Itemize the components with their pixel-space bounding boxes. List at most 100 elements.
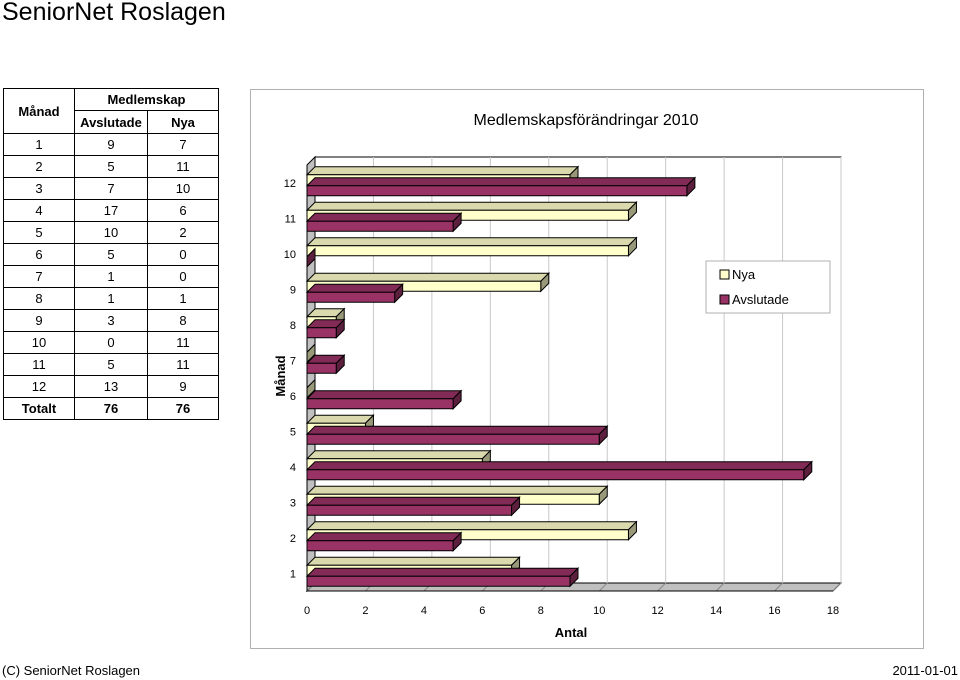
table-row: 3 7 10 xyxy=(3,177,219,200)
chart-legend: Nya Avslutade xyxy=(705,260,831,314)
bar-top-face xyxy=(305,237,638,247)
y-tick-label: 10 xyxy=(284,249,296,261)
bar-top-face xyxy=(305,201,638,211)
bar-top-face xyxy=(305,532,463,542)
floor-grid-line xyxy=(598,582,608,592)
legend-swatch-avslutade xyxy=(719,294,730,305)
nya-cell: 6 xyxy=(147,199,219,222)
nya-cell: 11 xyxy=(147,353,219,376)
bar-top-face xyxy=(305,166,580,176)
x-tick-label: 18 xyxy=(827,605,839,617)
bar-top-face xyxy=(305,567,580,577)
bar-top-face xyxy=(305,212,463,222)
y-tick-label: 11 xyxy=(285,213,296,225)
table-body: 1 9 7 2 5 11 3 7 10 4 17 6 5 10 2 6 5 0 7 1 0 8 1 1 9 3 8 10 0 11 11 5 1… xyxy=(3,133,219,398)
bar-front-face xyxy=(306,540,454,552)
x-tick-label: 16 xyxy=(768,605,780,617)
bar-avslutade-5 xyxy=(305,425,609,446)
nya-cell: 1 xyxy=(147,287,219,310)
avslutade-cell: 0 xyxy=(74,331,148,354)
month-cell: 1 xyxy=(3,133,75,156)
table-total-row: Totalt 76 76 xyxy=(3,397,219,420)
avslutade-header: Avslutade xyxy=(74,110,148,134)
bar-front-face xyxy=(306,469,805,481)
nya-cell: 8 xyxy=(147,309,219,332)
membership-group-header: Medlemskap xyxy=(74,88,219,111)
total-nya: 76 xyxy=(147,397,219,420)
bar-avslutade-2 xyxy=(305,531,463,552)
month-cell: 4 xyxy=(3,199,75,222)
bar-nya-9 xyxy=(305,272,550,293)
floor-grid-line xyxy=(657,582,667,592)
avslutade-cell: 17 xyxy=(74,199,148,222)
x-tick-label: 10 xyxy=(593,605,605,617)
bar-top-face xyxy=(305,461,813,471)
table-row: 2 5 11 xyxy=(3,155,219,178)
x-tick-label: 8 xyxy=(538,605,544,617)
x-tick-label: 12 xyxy=(652,605,664,617)
y-tick-label: 1 xyxy=(290,568,296,580)
bar-avslutade-11 xyxy=(305,212,463,233)
nya-cell: 2 xyxy=(147,221,219,244)
table-subheader-row: Avslutade Nya xyxy=(4,110,219,134)
avslutade-cell: 5 xyxy=(74,353,148,376)
total-avslutade: 76 xyxy=(74,397,148,420)
y-tick-label: 8 xyxy=(290,320,296,332)
table-header-row: Månad Medlemskap xyxy=(3,88,219,134)
y-tick-label: 12 xyxy=(284,178,296,190)
month-header: Månad xyxy=(3,88,75,134)
x-tick-label: 4 xyxy=(421,605,427,617)
month-cell: 3 xyxy=(3,177,75,200)
bar-top-face xyxy=(305,425,609,435)
bar-top-face xyxy=(305,521,638,531)
nya-header: Nya xyxy=(147,110,219,134)
x-axis-label: Antal xyxy=(555,625,588,640)
bar-top-face xyxy=(305,283,404,293)
month-cell: 8 xyxy=(3,287,75,310)
bar-top-face xyxy=(305,556,521,566)
bar-front-face xyxy=(306,185,688,197)
y-tick-label: 7 xyxy=(290,355,296,367)
avslutade-cell: 5 xyxy=(74,155,148,178)
footer-date: 2011-01-01 xyxy=(892,663,958,678)
bar-front-face xyxy=(306,291,396,303)
avslutade-cell: 1 xyxy=(74,265,148,288)
y-axis-label: Månad xyxy=(273,355,288,396)
legend-label-avslutade: Avslutade xyxy=(732,292,789,307)
table-row: 12 13 9 xyxy=(3,375,219,398)
y-tick-label: 5 xyxy=(290,426,296,438)
y-tick-label: 6 xyxy=(290,391,296,403)
avslutade-cell: 7 xyxy=(74,177,148,200)
table-row: 4 17 6 xyxy=(3,199,219,222)
month-cell: 12 xyxy=(3,375,75,398)
bar-front-face xyxy=(306,504,513,516)
nya-cell: 7 xyxy=(147,133,219,156)
month-cell: 7 xyxy=(3,265,75,288)
floor-grid-line xyxy=(715,582,725,592)
table-row: 10 0 11 xyxy=(3,331,219,354)
bar-front-face xyxy=(306,327,337,339)
avslutade-cell: 5 xyxy=(74,243,148,266)
month-cell: 2 xyxy=(3,155,75,178)
bar-front-face xyxy=(306,220,454,232)
bar-front-face xyxy=(306,245,629,257)
bar-avslutade-9 xyxy=(305,283,404,304)
avslutade-cell: 3 xyxy=(74,309,148,332)
chart-bars xyxy=(305,165,813,588)
bar-front-face xyxy=(306,575,571,587)
bar-chart: Medlemskapsförändringar 2010 Antal Månad… xyxy=(273,112,843,640)
nya-cell: 0 xyxy=(147,265,219,288)
y-tick-label: 3 xyxy=(290,497,296,509)
nya-cell: 11 xyxy=(147,331,219,354)
bar-top-face xyxy=(305,450,492,460)
bar-avslutade-6 xyxy=(305,389,463,410)
nya-cell: 0 xyxy=(147,243,219,266)
bar-avslutade-1 xyxy=(305,567,580,588)
page-title: SeniorNet Roslagen xyxy=(2,0,226,26)
total-label: Totalt xyxy=(3,397,75,420)
